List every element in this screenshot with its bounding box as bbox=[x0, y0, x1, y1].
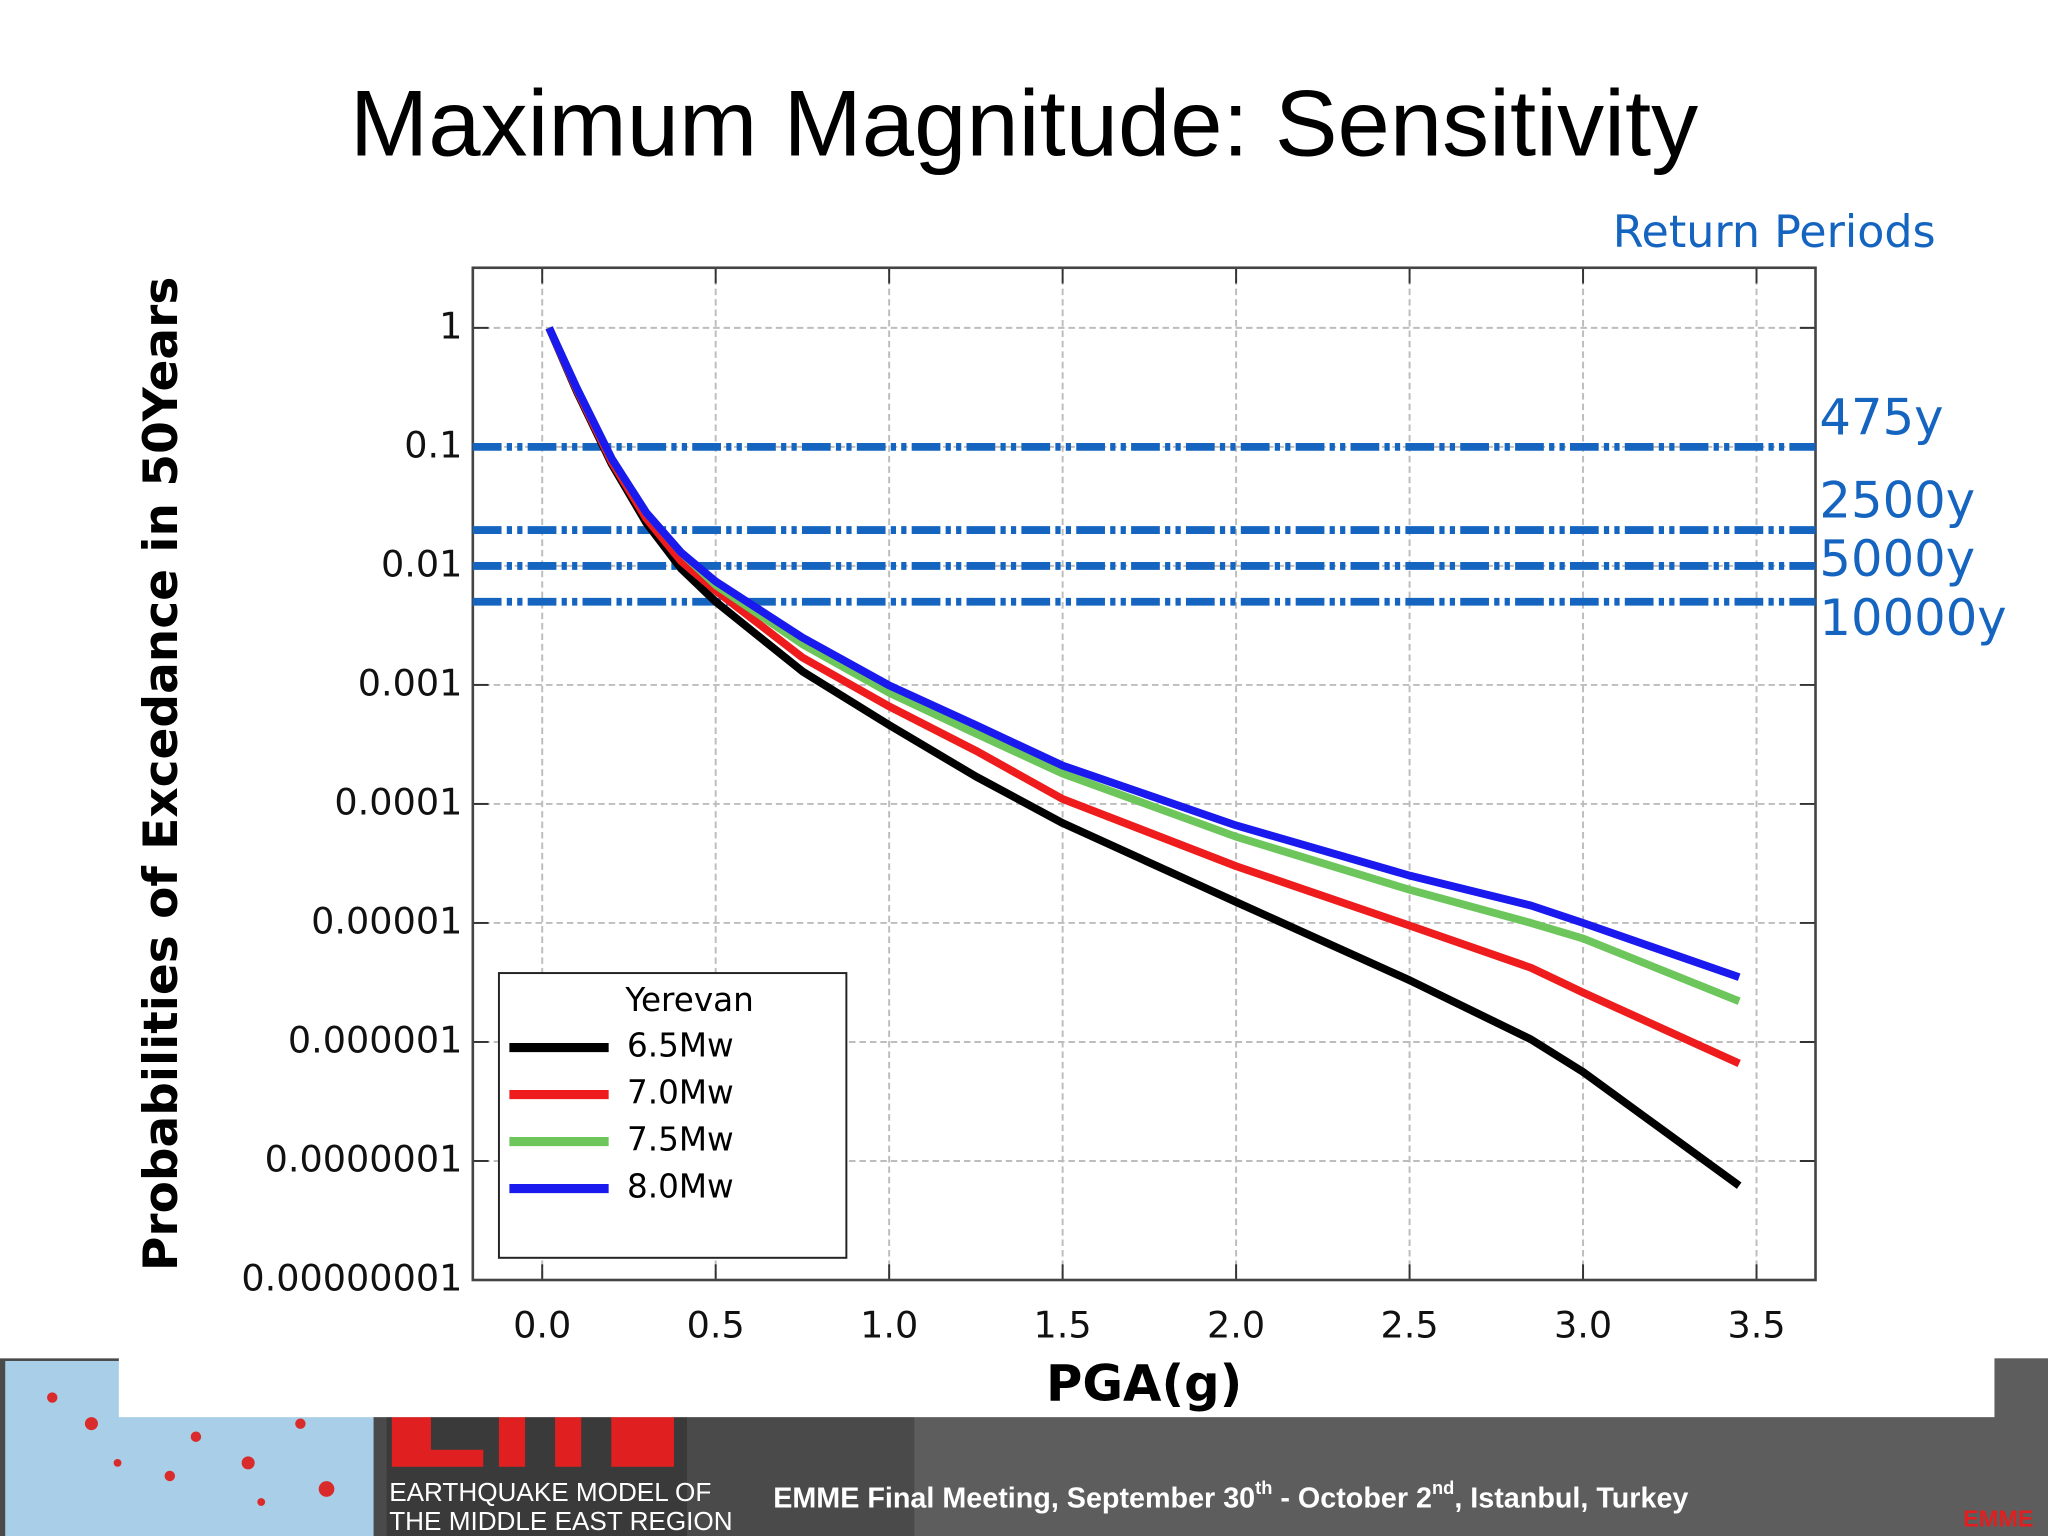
y-tick-label: 0.00001 bbox=[311, 899, 462, 942]
annotation: Return Periods bbox=[1613, 207, 1936, 258]
footer-org: EARTHQUAKE MODEL OF bbox=[389, 1477, 711, 1507]
legend-label: 6.5Mw bbox=[627, 1027, 734, 1065]
x-tick-label: 1.5 bbox=[1034, 1304, 1092, 1347]
x-tick-label: 0.5 bbox=[687, 1304, 745, 1347]
meeting-sup: nd bbox=[1432, 1477, 1454, 1498]
y-tick-label: 0.0001 bbox=[334, 780, 462, 823]
x-tick-label: 2.5 bbox=[1381, 1304, 1439, 1347]
legend-label: 7.0Mw bbox=[627, 1074, 734, 1112]
legend-label: 7.5Mw bbox=[627, 1121, 734, 1159]
x-tick-label: 0.0 bbox=[513, 1304, 571, 1347]
meeting-text: - October 2 bbox=[1272, 1482, 1432, 1514]
reference-label: 5000y bbox=[1819, 530, 1975, 588]
x-axis-label: PGA(g) bbox=[1046, 1355, 1242, 1413]
y-tick-label: 0.00000001 bbox=[241, 1257, 462, 1300]
meeting-text: , Istanbul, Turkey bbox=[1454, 1482, 1688, 1514]
series-line bbox=[545, 326, 1741, 981]
y-tick-label: 0.000001 bbox=[288, 1018, 462, 1061]
y-tick-label: 0.001 bbox=[358, 661, 463, 704]
x-tick-label: 3.5 bbox=[1727, 1304, 1785, 1347]
slide-title: Maximum Magnitude: Sensitivity bbox=[350, 70, 1698, 175]
y-tick-label: 0.0000001 bbox=[265, 1137, 463, 1180]
y-tick-label: 1 bbox=[439, 304, 462, 347]
footer-logo: EMME bbox=[1963, 1506, 2034, 1532]
reference-label: 475y bbox=[1819, 388, 1943, 446]
reference-label: 10000y bbox=[1819, 589, 2006, 647]
y-axis-label: Probabilities of Excedance in 50Years bbox=[134, 277, 189, 1271]
footer-org: THE MIDDLE EAST REGION bbox=[389, 1506, 732, 1536]
meeting-sup: th bbox=[1255, 1477, 1272, 1498]
legend-box bbox=[497, 972, 848, 1259]
y-tick-label: 0.01 bbox=[381, 542, 462, 585]
x-tick-label: 1.0 bbox=[860, 1304, 918, 1347]
meeting-text: EMME Final Meeting, September 30 bbox=[773, 1482, 1255, 1514]
y-tick-label: 0.1 bbox=[404, 423, 462, 466]
x-tick-label: 2.0 bbox=[1207, 1304, 1265, 1347]
logo-fragment bbox=[391, 1417, 674, 1467]
chart: 1 0.1 0.01 0.001 0.0001 0.00001 0.000001 0.0000… bbox=[134, 207, 2007, 1413]
reference-label: 2500y bbox=[1819, 471, 1975, 529]
plot-frame bbox=[471, 266, 1817, 1282]
footer-meeting: EMME Final Meeting, September 30th - Oct… bbox=[773, 1477, 1688, 1514]
legend-title: Yerevan bbox=[624, 981, 753, 1019]
x-tick-label: 3.0 bbox=[1554, 1304, 1612, 1347]
legend-label: 8.0Mw bbox=[627, 1168, 734, 1206]
